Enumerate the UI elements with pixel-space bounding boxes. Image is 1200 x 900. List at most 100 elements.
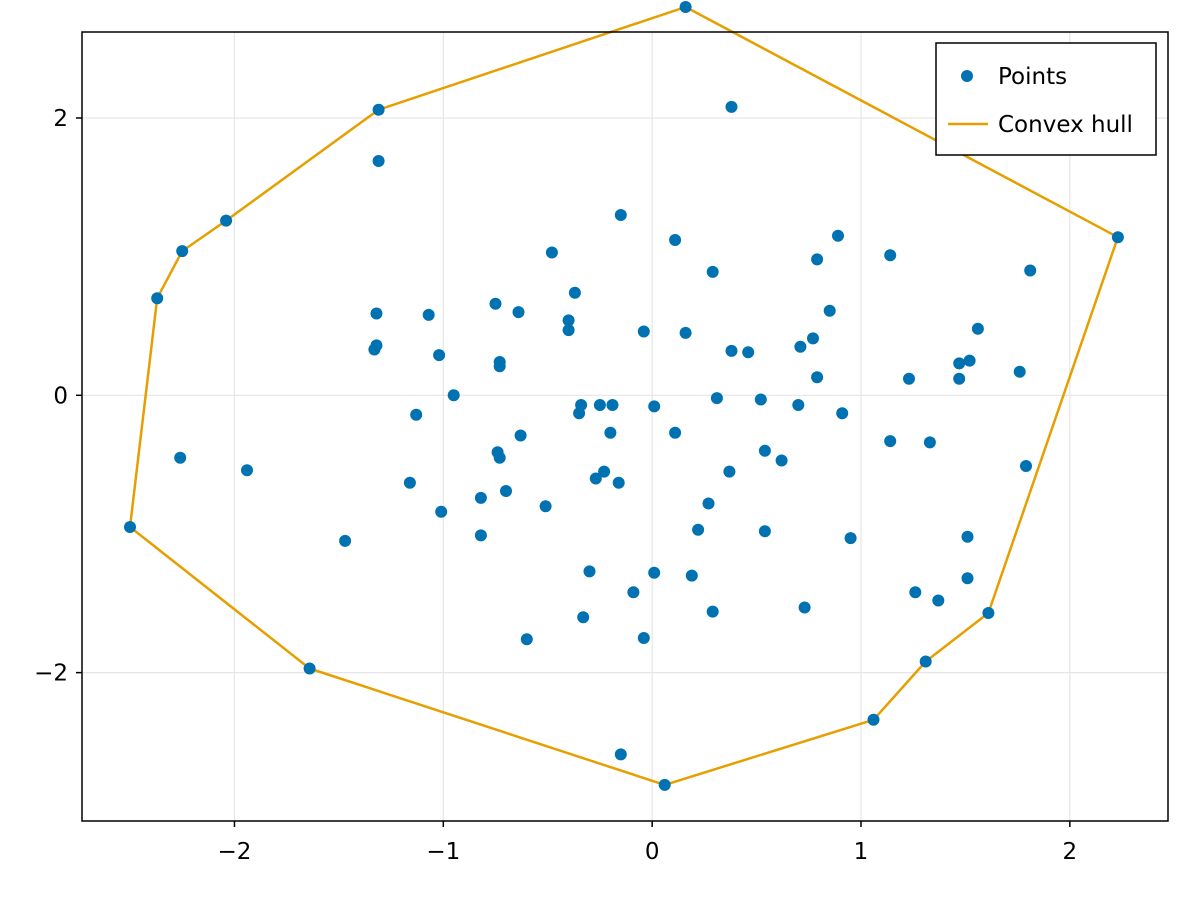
scatter-point [758, 525, 771, 538]
scatter-point [1020, 460, 1032, 472]
scatter-point [339, 534, 352, 547]
scatter-point [520, 633, 533, 646]
axis-ticks: −2 −1 0 1 2 −2 0 2 [34, 106, 1077, 865]
scatter-point [493, 360, 506, 373]
scatter-point [124, 521, 136, 533]
scatter-point [679, 1, 692, 13]
scatter-point [963, 354, 976, 367]
scatter-point [598, 465, 611, 478]
scatter-point [807, 332, 819, 345]
scatter-point [151, 292, 164, 305]
scatter-point [971, 322, 984, 335]
scatter-point [568, 286, 581, 299]
scatter-point [961, 572, 974, 585]
legend-hull-label: Convex hull [998, 112, 1133, 138]
scatter-point [754, 393, 767, 406]
scatter-point [723, 465, 736, 478]
scatter-point [798, 601, 811, 614]
scatter-point [1013, 365, 1026, 378]
plot-frame [81, 31, 1169, 822]
scatter-point [679, 326, 692, 339]
scatter-point [932, 594, 945, 607]
scatter-point [433, 349, 446, 362]
scatter-point [174, 451, 187, 464]
scatter-point [884, 435, 897, 448]
scatter-point [512, 306, 525, 319]
scatter-point [493, 451, 506, 464]
scatter-point [637, 632, 650, 644]
x-tick-label: −1 [426, 839, 460, 865]
scatter-point [823, 304, 836, 317]
x-tick-label: −2 [218, 839, 252, 865]
scatter-point [627, 586, 640, 599]
legend-points-label: Points [998, 64, 1067, 90]
scatter-point [562, 324, 575, 337]
scatter-point [775, 454, 788, 467]
scatter-point [982, 607, 995, 619]
scatter-point [435, 505, 448, 518]
scatter-point [593, 399, 606, 411]
scatter-point [811, 253, 824, 266]
scatter-point [410, 408, 423, 421]
scatter-point [867, 713, 880, 726]
scatter-point [583, 565, 596, 578]
scatter-point [474, 491, 487, 504]
scatter-point [658, 778, 671, 791]
scatter-point [368, 343, 381, 356]
scatter-point [811, 371, 824, 384]
scatter-point [919, 655, 932, 668]
scatter-point [176, 245, 189, 258]
grid [82, 32, 1168, 821]
scatter-point [589, 472, 602, 485]
scatter-point [742, 346, 755, 359]
legend-box [935, 42, 1157, 156]
scatter-point [669, 426, 682, 439]
points-series [124, 1, 1124, 791]
scatter-point [794, 340, 807, 353]
scatter-point [539, 500, 552, 513]
scatter-point [220, 214, 233, 227]
scatter-point [648, 400, 661, 413]
scatter-point [961, 530, 974, 543]
y-tick-label: 2 [53, 106, 68, 132]
scatter-point [1111, 231, 1124, 244]
scatter-point [706, 265, 719, 278]
legend-points-marker [961, 70, 973, 82]
scatter-point [606, 399, 619, 411]
scatter-point [710, 392, 723, 405]
scatter-point [669, 234, 682, 246]
scatter-point [500, 485, 512, 497]
scatter-point [422, 308, 435, 321]
scatter-point [706, 605, 719, 618]
legend: Points Convex hull [935, 42, 1157, 156]
scatter-point [604, 426, 617, 439]
scatter-point [832, 229, 844, 242]
scatter-point [573, 407, 586, 420]
x-tick-label: 0 [645, 839, 660, 865]
scatter-point [545, 246, 558, 259]
y-tick-label: −2 [34, 661, 68, 687]
scatter-point [725, 344, 738, 357]
scatter-point [562, 314, 575, 327]
scatter-point [648, 566, 661, 579]
scatter-point [758, 444, 771, 457]
scatter-point [514, 429, 527, 442]
scatter-point [372, 103, 385, 116]
scatter-point [474, 529, 487, 542]
scatter-point [792, 399, 805, 411]
scatter-point [489, 297, 502, 310]
scatter-point [685, 569, 698, 582]
scatter-point [1024, 264, 1037, 277]
scatter-point [577, 611, 590, 624]
x-tick-label: 2 [1063, 839, 1078, 865]
scatter-point [637, 325, 650, 338]
scatter-point [372, 155, 385, 167]
scatter-point [702, 497, 715, 510]
x-tick-label: 1 [854, 839, 869, 865]
scatter-point [403, 476, 416, 489]
y-tick-label: 0 [53, 383, 68, 409]
scatter-point [884, 249, 897, 262]
scatter-point [370, 307, 383, 320]
scatter-point [844, 532, 857, 545]
